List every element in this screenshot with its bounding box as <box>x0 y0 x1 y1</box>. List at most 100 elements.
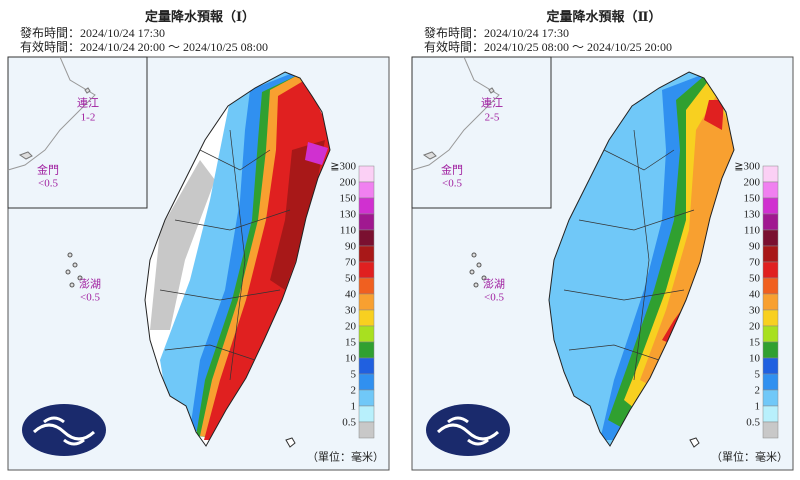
rain-band <box>150 160 215 330</box>
legend-swatch <box>358 405 375 423</box>
legend-label: 110 <box>340 225 357 237</box>
inset-value: <0.5 <box>38 178 58 190</box>
legend-label: 20 <box>345 321 357 333</box>
legend-label: 5 <box>351 369 357 381</box>
legend-swatch <box>358 341 375 359</box>
panel-title: 定量降水預報（Ⅰ） <box>144 9 255 24</box>
legend-swatch <box>762 293 779 311</box>
county-border <box>229 129 246 381</box>
legend-label: 30 <box>749 305 761 317</box>
legend-swatch <box>762 197 779 215</box>
inset-name: 金門 <box>441 163 463 177</box>
legend-label: 10 <box>749 353 761 365</box>
legend-swatch <box>358 293 375 311</box>
county-border <box>199 149 271 171</box>
legend-swatch <box>358 389 375 407</box>
legend-swatch <box>762 405 779 423</box>
legend-label: 200 <box>340 177 357 189</box>
legend-label: 40 <box>749 289 761 301</box>
legend-swatch <box>358 197 375 215</box>
legend-label: 2 <box>755 385 761 397</box>
issued-time: 發布時間：2024/10/24 17:30 <box>424 25 569 40</box>
rain-band <box>640 96 734 390</box>
legend-swatch <box>762 421 779 439</box>
penghu-island <box>67 252 73 258</box>
legend-swatch <box>358 357 375 375</box>
inset-name: 澎湖 <box>79 278 101 291</box>
legend-swatch <box>762 389 779 407</box>
legend-label: 2 <box>351 385 357 397</box>
legend-label: 10 <box>345 353 357 365</box>
rain-band <box>662 100 724 345</box>
legend-swatch <box>762 357 779 375</box>
penghu-island <box>473 282 479 288</box>
logo-wave <box>32 416 96 446</box>
matsu-island <box>84 87 91 94</box>
legend-label: 110 <box>744 225 761 237</box>
island-outline <box>548 71 735 447</box>
penghu-island <box>77 275 83 281</box>
legend-label: 200 <box>744 177 761 189</box>
legend-label: 40 <box>345 289 357 301</box>
china-coast <box>411 56 500 171</box>
valid-time: 有效時間：2024/10/25 08:00 ～ 2024/10/25 20:00 <box>424 39 672 54</box>
legend-swatch <box>358 309 375 327</box>
county-border <box>568 344 660 361</box>
logo-wave <box>436 416 500 446</box>
rain-band <box>270 140 325 290</box>
inset-value: <0.5 <box>80 292 100 304</box>
legend-swatch <box>762 229 779 247</box>
legend-swatch <box>762 325 779 343</box>
kinmen-island <box>18 151 33 160</box>
inset-value: 2-5 <box>485 112 500 124</box>
legend-label: 90 <box>345 241 357 253</box>
kinmen-island <box>422 151 437 160</box>
matsu-island <box>488 87 495 94</box>
legend-label: ≧300 <box>330 161 356 173</box>
legend-swatch <box>358 277 375 295</box>
county-border <box>159 289 281 301</box>
legend-label: 15 <box>345 337 357 349</box>
legend-label: 20 <box>749 321 761 333</box>
inset-value: <0.5 <box>442 178 462 190</box>
penghu-island <box>471 252 477 258</box>
legend-label: 130 <box>340 209 357 221</box>
legend-swatch <box>358 245 375 263</box>
legend-swatch <box>358 213 375 231</box>
valid-time: 有效時間：2024/10/24 20:00 ～ 2024/10/25 08:00 <box>20 39 268 54</box>
panel-title: 定量降水預報（Ⅱ） <box>546 9 662 24</box>
legend-label: 130 <box>744 209 761 221</box>
legend-label: 70 <box>749 257 761 269</box>
inset-name: 澎湖 <box>483 278 505 291</box>
legend-swatch <box>358 325 375 343</box>
legend-label: 15 <box>749 337 761 349</box>
forecast-panel: 定量降水預報（Ⅰ）發布時間：2024/10/24 17:30有效時間：2024/… <box>7 9 390 471</box>
legend-label: ≧300 <box>734 161 760 173</box>
inset-name: 金門 <box>37 163 59 177</box>
legend-label: 150 <box>744 193 761 205</box>
legend-swatch <box>358 165 375 183</box>
inset-name: 連江 <box>77 96 99 110</box>
lanyu <box>689 437 700 448</box>
island-outline <box>144 71 331 447</box>
county-border <box>603 149 675 171</box>
legend-label: 150 <box>340 193 357 205</box>
unit-label: （單位：毫米） <box>711 450 788 464</box>
inset-frame <box>7 56 148 209</box>
legend-label: 5 <box>755 369 761 381</box>
legend-label: 0.5 <box>746 417 760 429</box>
penghu-island <box>476 262 482 268</box>
legend-swatch <box>358 181 375 199</box>
inset-name: 連江 <box>481 96 503 110</box>
legend-swatch <box>358 229 375 247</box>
inset-frame <box>411 56 552 209</box>
county-border <box>563 289 685 301</box>
unit-label: （單位：毫米） <box>307 450 384 464</box>
county-border <box>174 209 291 231</box>
legend-label: 90 <box>749 241 761 253</box>
legend-swatch <box>762 309 779 327</box>
legend-swatch <box>762 213 779 231</box>
penghu-island <box>69 282 75 288</box>
county-border <box>633 129 650 381</box>
